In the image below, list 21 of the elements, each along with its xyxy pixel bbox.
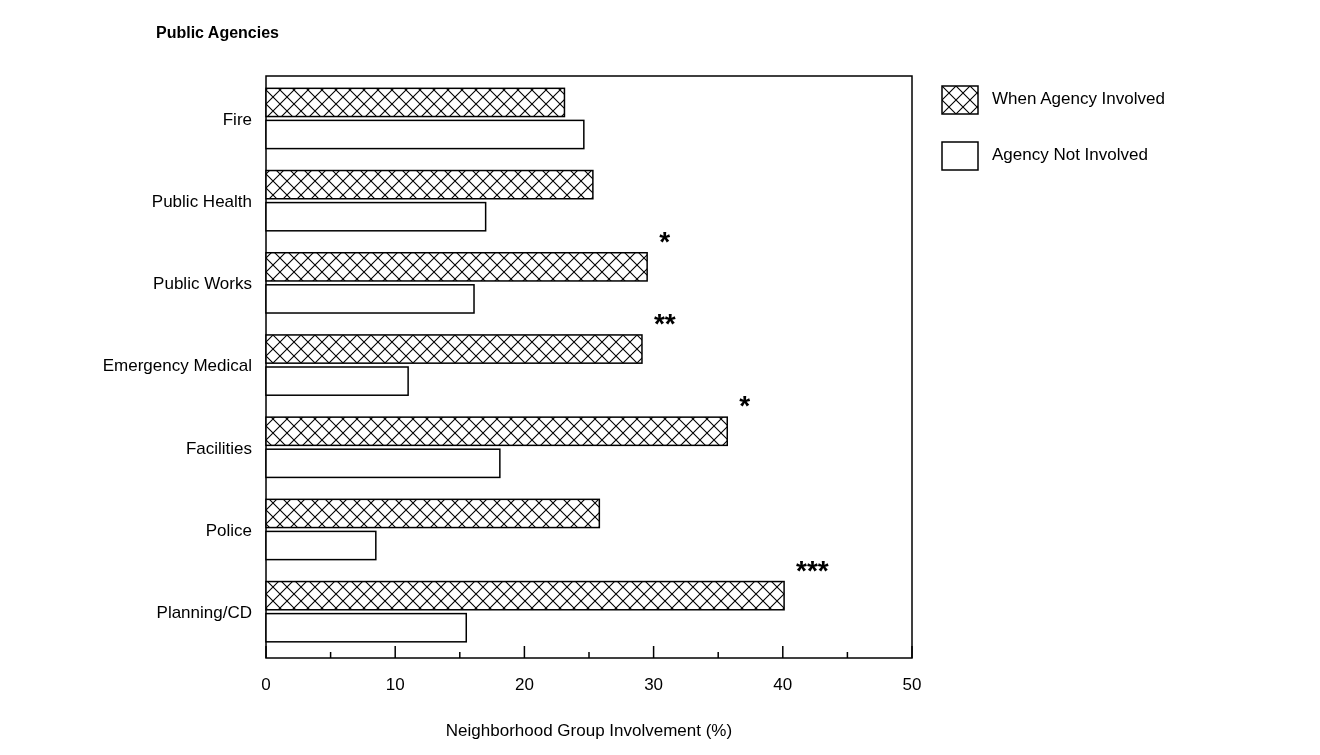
y-tick-label: Fire bbox=[222, 109, 252, 129]
annotation: * bbox=[659, 225, 671, 257]
annotation: *** bbox=[796, 554, 829, 586]
y-axis-title: Public Agencies bbox=[156, 24, 280, 41]
annotation: * bbox=[739, 390, 751, 422]
x-tick-label: 0 bbox=[261, 675, 271, 694]
x-axis-title: Neighborhood Group Involvement (%) bbox=[445, 721, 733, 740]
x-tick-label: 50 bbox=[902, 675, 922, 694]
y-tick-label: Public Works bbox=[153, 274, 252, 294]
x-tick-label: 40 bbox=[773, 675, 793, 694]
x-tick-label: 10 bbox=[385, 675, 405, 694]
legend-label: When Agency Involved bbox=[992, 89, 1165, 109]
x-tick-label: 20 bbox=[514, 675, 534, 694]
legend-label: Agency Not Involved bbox=[992, 145, 1148, 165]
y-tick-label: Police bbox=[205, 520, 252, 540]
y-tick-label: Planning/CD bbox=[156, 603, 252, 623]
y-tick-label: Emergency Medical bbox=[102, 356, 252, 376]
y-tick-label: Public Health bbox=[151, 192, 252, 212]
annotation: ** bbox=[653, 307, 676, 339]
y-tick-label: Facilities bbox=[185, 438, 252, 458]
x-tick-label: 30 bbox=[644, 675, 664, 694]
